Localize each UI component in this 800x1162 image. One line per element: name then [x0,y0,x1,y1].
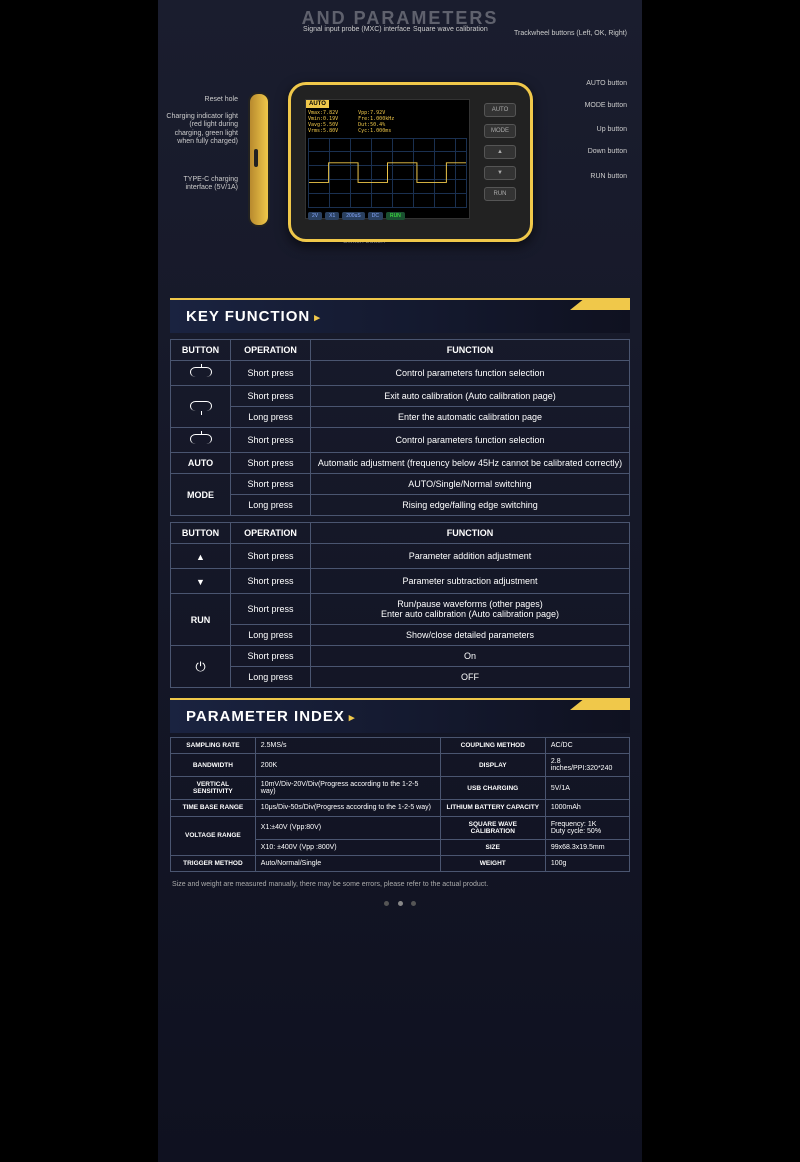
arrow-icon: ▸ [349,712,356,724]
device-screen: AUTO Vmax:7.82V Vmin:0.19V Vavg:5.50V Vr… [305,99,470,219]
key-function-header: KEY FUNCTION ▸ [170,298,630,333]
trackwheel-icon [190,434,212,444]
dot-active[interactable] [398,901,403,906]
callout-signal-probe: Signal input probe (MXC) interface [303,26,410,34]
device-main: AUTO Vmax:7.82V Vmin:0.19V Vavg:5.50V Vr… [288,82,533,242]
key-function-title: KEY FUNCTION [186,308,310,325]
hero-diagram: AND PARAMETERS Signal input probe (MXC) … [158,8,642,288]
dot[interactable] [384,901,389,906]
pagination-dots[interactable] [158,893,642,914]
power-icon [171,646,231,688]
device-side-view [248,92,270,227]
screen-stats-right: Vpp:7.92V Fre:1.000kHz Dut:50.4% Cyc:1.0… [358,110,394,134]
screen-waveform [308,138,467,208]
parameter-index-title: PARAMETER INDEX [186,708,345,725]
device-wrap: AUTO Vmax:7.82V Vmin:0.19V Vavg:5.50V Vr… [158,37,642,267]
device-side-buttons: AUTO MODE ▲ ▼ RUN [484,103,516,201]
product-infographic: AND PARAMETERS Signal input probe (MXC) … [158,0,642,1162]
key-function-table-2: BUTTON OPERATION FUNCTION Short pressPar… [170,522,630,688]
screen-auto: AUTO [306,100,329,108]
callout-square-wave: Square wave calibration [413,26,488,34]
key-function-table-1: BUTTON OPERATION FUNCTION Short pressCon… [170,339,630,516]
trackwheel-icon [190,367,212,377]
screen-stats-left: Vmax:7.82V Vmin:0.19V Vavg:5.50V Vrms:5.… [308,110,338,134]
dot[interactable] [411,901,416,906]
trackwheel-down-icon [190,401,212,411]
up-icon [171,544,231,569]
screen-bottom-bar: 2V X1 200uS DC RUN [306,210,469,222]
parameter-index-table: SAMPLING RATE2.5MS/sCOUPLING METHODAC/DC… [170,737,630,872]
parameter-index-header: PARAMETER INDEX ▸ [170,698,630,733]
arrow-icon: ▸ [314,312,321,324]
footnote: Size and weight are measured manually, t… [158,876,642,893]
table-header-row: BUTTON OPERATION FUNCTION [171,340,630,361]
table-header-row: BUTTON OPERATION FUNCTION [171,523,630,544]
down-icon [171,569,231,594]
